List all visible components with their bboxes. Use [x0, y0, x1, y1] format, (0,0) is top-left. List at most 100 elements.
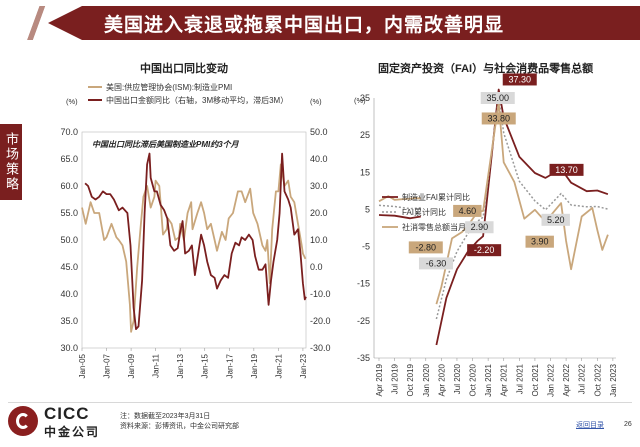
export-chart-panel: 中国出口同比变动 美国:供应管理协会(ISM):制造业PMI 中国出口金额同比（右…	[44, 52, 344, 402]
value-label-box	[418, 257, 453, 270]
legend-label-2: 社消零售总额当月同比	[402, 222, 482, 232]
value-label-text: 4.60	[459, 206, 477, 216]
right-tick-label: -10.0	[310, 289, 331, 299]
value-label-box	[481, 112, 516, 125]
legend-label-0: 制造业FAI累计同比	[402, 192, 470, 202]
x-tick-label: Oct 2022	[593, 363, 602, 396]
x-tick-label: Jul 2022	[578, 363, 587, 394]
value-label-text: 5.20	[547, 215, 565, 225]
title-bar: 美国进入衰退或拖累中国出口，内需改善明显	[22, 6, 640, 40]
value-label-box	[541, 213, 570, 226]
x-tick-label: Apr 2020	[437, 363, 446, 396]
fai-retail-chart: (%)35 25 15 5 -5 -15 -25 -35 Apr 2019 Jul 2019 Oct…	[354, 73, 618, 397]
right-tick-label: 40.0	[310, 154, 328, 164]
cicc-logo-icon	[8, 406, 38, 436]
x-tick-label: Jan-19	[250, 353, 259, 378]
fai-retail-chart-panel: 固定资产投资（FAI）与社会消费品零售总额 (%) 35 25 15 5 -5 -15 -25…	[348, 52, 638, 402]
value-label-box	[408, 241, 443, 254]
value-label-text: -6.30	[426, 258, 447, 268]
x-tick-label: Apr 2019	[375, 363, 384, 396]
plot-frame	[81, 131, 307, 349]
y-tick-label: 35	[360, 93, 370, 103]
right-axis-unit: (%)	[310, 97, 322, 106]
x-tick-label: Jan-05	[78, 353, 87, 378]
y-axis-unit: (%)	[354, 96, 366, 105]
value-label-text: -2.80	[416, 242, 437, 252]
left-chart-title: 中国出口同比变动	[140, 63, 228, 75]
legend-label-1: FAI累计同比	[402, 207, 446, 217]
x-tick-label: Oct 2020	[469, 363, 478, 396]
value-label-text: -2.20	[474, 245, 495, 255]
left-tick-label: 60.0	[60, 181, 78, 191]
y-tick-label: 15	[360, 167, 370, 177]
x-tick-label: Jan-23	[299, 353, 308, 378]
y-tick-label: -25	[357, 316, 370, 326]
left-tick-label: 45.0	[60, 262, 78, 272]
value-label-box	[480, 92, 515, 104]
value-label-text: 35.00	[486, 93, 509, 103]
page-number: 26	[624, 421, 632, 428]
right-tick-label: 20.0	[310, 208, 328, 218]
x-tick-label: Jan-13	[176, 353, 185, 378]
x-tick-label: Apr 2021	[500, 363, 509, 396]
x-tick-label: Jan-15	[201, 353, 210, 378]
value-label-box	[467, 244, 502, 257]
right-tick-label: -30.0	[310, 343, 331, 353]
right-tick-label: 0.0	[310, 262, 323, 272]
right-tick-label: 50.0	[310, 127, 328, 137]
page-title: 美国进入衰退或拖累中国出口，内需改善明显	[104, 15, 505, 36]
x-tick-label: Jul 2021	[515, 363, 524, 394]
x-tick-label: Jan-07	[103, 353, 112, 378]
x-tick-label: Jan 2023	[609, 363, 618, 396]
x-tick-label: Jan-17	[225, 353, 234, 378]
value-label-box	[502, 73, 537, 86]
y-tick-label: 25	[360, 130, 370, 140]
section-tab[interactable]: 市场策略	[0, 124, 22, 200]
footer-note-date: 注：数据截至2023年3月31日	[120, 413, 211, 420]
x-tick-label: Oct 2021	[531, 363, 540, 396]
value-label-box	[453, 204, 482, 217]
right-tick-label: 10.0	[310, 235, 328, 245]
x-tick-label: Jul 2020	[453, 363, 462, 394]
x-tick-label: Jul 2019	[391, 363, 400, 394]
back-to-contents-link[interactable]: 返回目录	[576, 422, 604, 429]
y-tick-label: -5	[362, 242, 370, 252]
chart-annotation: 中国出口同比滞后美国制造业PMI约3个月	[92, 140, 240, 149]
right-tick-label: -20.0	[310, 316, 331, 326]
retail-sales-line	[378, 101, 609, 305]
y-tick-label: -15	[357, 279, 370, 289]
value-label-box	[465, 221, 494, 234]
value-label-text: 13.70	[555, 165, 578, 175]
value-label-box	[525, 235, 554, 248]
y-tick-label: -35	[357, 353, 370, 363]
x-tick-label: Jan-11	[152, 353, 161, 377]
logo-english: CICC	[44, 404, 90, 423]
x-tick-label: Jan-09	[127, 353, 136, 378]
logo-chinese: 中金公司	[44, 425, 101, 439]
x-tick-label: Apr 2022	[562, 363, 571, 396]
value-label-box	[549, 163, 584, 176]
left-tick-label: 70.0	[60, 127, 78, 137]
export-series-line	[84, 152, 307, 330]
x-tick-label: Jan 2022	[547, 363, 556, 396]
pmi-series-line	[81, 163, 307, 333]
x-tick-label: Jan 2020	[422, 363, 431, 396]
right-chart-title: 固定资产投资（FAI）与社会消费品零售总额	[378, 63, 594, 75]
title-stripe	[22, 6, 48, 40]
manufacturing-fai-line	[378, 88, 609, 346]
cicc-logo: CICC 中金公司	[8, 404, 118, 442]
footer-note-source: 资料来源：彭博资讯，中金公司研究部	[120, 423, 239, 430]
total-fai-line	[378, 97, 609, 320]
export-pmi-chart: 美国:供应管理协会(ISM):制造业PMI 中国出口金额同比（右轴，3M移动平均，…	[60, 82, 331, 378]
legend-label-1: 中国出口金额同比（右轴，3M移动平均，滞后3M）	[106, 95, 288, 105]
left-tick-label: 30.0	[60, 343, 78, 353]
value-label-text: 2.90	[471, 222, 489, 232]
y-tick-label: 5	[365, 204, 370, 214]
left-tick-label: 50.0	[60, 235, 78, 245]
x-tick-label: Jan 2021	[484, 363, 493, 396]
value-label-text: 33.80	[487, 113, 510, 123]
x-tick-label: Oct 2019	[406, 363, 415, 396]
right-tick-label: 30.0	[310, 181, 328, 191]
footer-notes: 注：数据截至2023年3月31日 资料来源：彭博资讯，中金公司研究部	[120, 412, 239, 432]
value-label-text: 37.30	[508, 74, 531, 84]
